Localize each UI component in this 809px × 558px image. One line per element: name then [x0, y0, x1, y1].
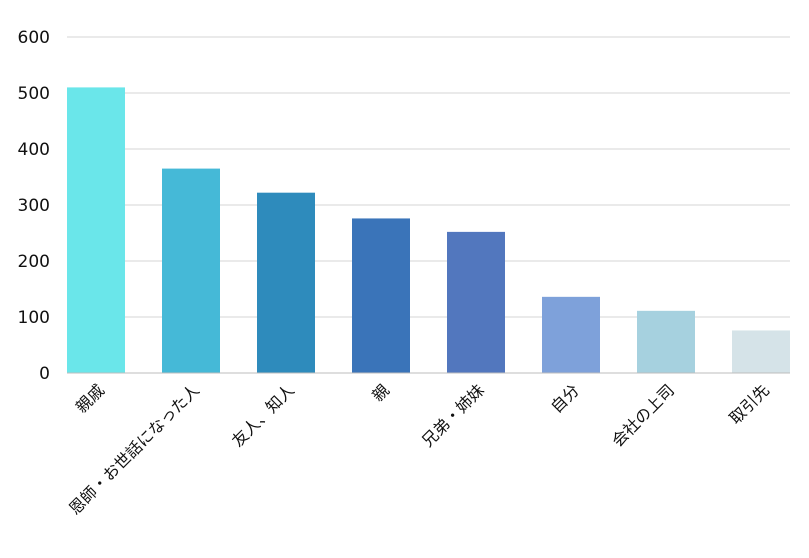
- y-tick-label: 500: [18, 84, 50, 104]
- x-category-label: 兄弟・姉妹: [418, 381, 488, 451]
- bar: [352, 218, 410, 373]
- y-tick-label: 400: [18, 140, 50, 160]
- y-tick-label: 0: [39, 364, 50, 384]
- y-tick-label: 300: [18, 196, 50, 216]
- x-category-label: 友人、知人: [228, 381, 298, 451]
- bars: [67, 87, 790, 374]
- x-category-label: 親戚: [72, 381, 108, 417]
- bar: [257, 192, 315, 373]
- bar: [67, 87, 125, 374]
- bar: [542, 296, 600, 373]
- y-tick-label: 200: [18, 252, 50, 272]
- x-category-label: 取引先: [726, 381, 773, 428]
- bar: [637, 310, 695, 373]
- x-axis-labels: 親戚恩師・お世話になった人 友人、知人親兄弟・姉妹 自分 会社の上司 取引先: [65, 381, 773, 519]
- y-axis-ticks: 0 100 200 300 400 500 600: [18, 28, 50, 384]
- bar: [162, 168, 220, 373]
- x-category-label: 会社の上司: [608, 381, 678, 451]
- y-tick-label: 600: [18, 28, 50, 48]
- x-category-label: 親: [368, 381, 393, 406]
- bar: [447, 231, 505, 373]
- y-tick-label: 100: [18, 308, 50, 328]
- bar: [732, 330, 790, 373]
- x-category-label: 自分: [547, 381, 583, 417]
